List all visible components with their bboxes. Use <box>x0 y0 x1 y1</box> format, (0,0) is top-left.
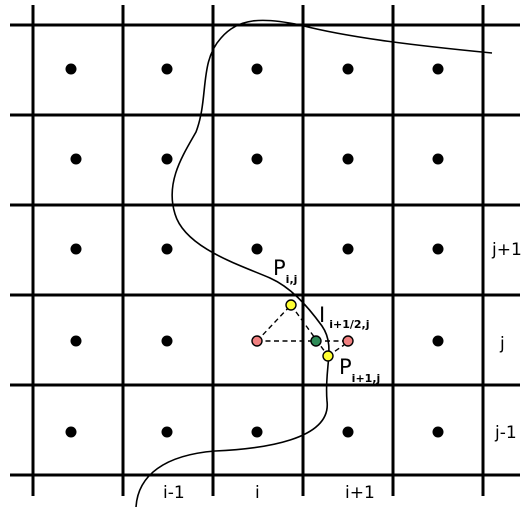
cell-center <box>251 243 263 255</box>
cell-center <box>432 335 444 347</box>
label-p-i1j-main: P <box>339 355 352 379</box>
cell-center <box>342 63 354 75</box>
cell-center <box>342 153 354 165</box>
label-p-i1j-sub: i+1,j <box>352 372 381 385</box>
vertical-grid-lines <box>31 5 485 496</box>
cell-center <box>432 243 444 255</box>
cell-center <box>432 63 444 75</box>
interpolation-point <box>310 335 322 347</box>
label-i-half-sub: i+1/2,j <box>329 318 369 331</box>
cell-center <box>432 153 444 165</box>
cell-center <box>70 153 82 165</box>
label-i-half-main: I <box>319 303 325 327</box>
column-label-i-minus-1: i-1 <box>163 483 185 503</box>
cell-center <box>432 426 444 438</box>
dashed-link <box>290 304 329 357</box>
label-p-ij-main: P <box>273 256 286 280</box>
cell-center <box>161 426 173 438</box>
cell-center <box>65 426 77 438</box>
row-label-j-plus-1: j+1 <box>491 240 522 260</box>
cell-center <box>70 243 82 255</box>
stencil-points <box>251 299 354 362</box>
column-label-i-plus-1: i+1 <box>345 483 375 503</box>
cell-center <box>161 335 173 347</box>
cell-center <box>251 63 263 75</box>
cell-center <box>342 426 354 438</box>
cell-centers <box>65 63 444 438</box>
row-label-j: j <box>499 334 505 354</box>
interface-point-p-ij <box>285 299 297 311</box>
column-label-i: i <box>255 483 260 503</box>
neighbor-center-point <box>342 335 354 347</box>
cell-center <box>161 153 173 165</box>
cell-center <box>161 243 173 255</box>
label-p-ij: Pi,j <box>273 256 297 286</box>
label-p-ij-sub: i,j <box>286 273 298 286</box>
neighbor-center-point <box>251 335 263 347</box>
horizontal-grid-lines <box>10 23 520 477</box>
cell-center <box>251 426 263 438</box>
cell-center <box>65 63 77 75</box>
cell-center <box>251 153 263 165</box>
cell-center <box>342 243 354 255</box>
interface-curve <box>135 19 493 508</box>
row-label-j-minus-1: j-1 <box>494 423 517 443</box>
cell-center <box>161 63 173 75</box>
cell-center <box>70 335 82 347</box>
interface-point-p-i1j <box>322 350 334 362</box>
dashed-link <box>256 304 292 342</box>
label-p-i1j: Pi+1,j <box>339 355 380 385</box>
